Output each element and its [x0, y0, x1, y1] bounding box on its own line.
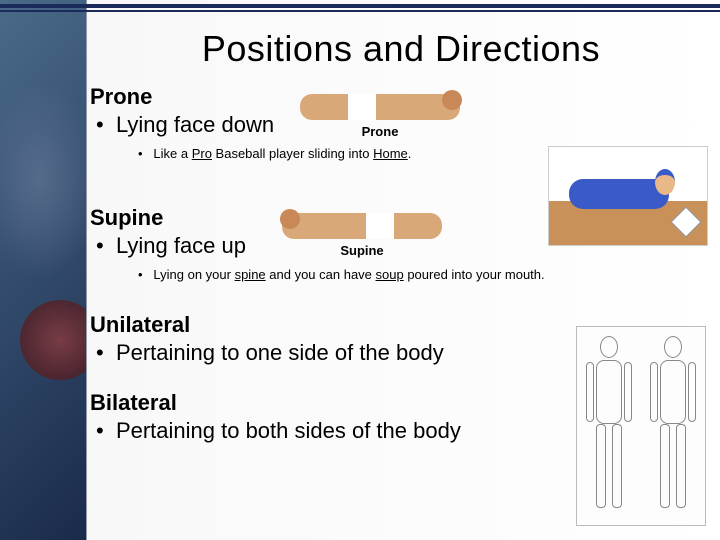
- figure-supine: Supine: [282, 205, 442, 265]
- sidebar-medical-art: [0, 0, 86, 540]
- mnemonic-supine-u2: soup: [376, 267, 404, 282]
- figure-body-outline: [576, 326, 706, 526]
- mnemonic-prone-p3: .: [408, 146, 412, 161]
- mnemonic-supine: • Lying on your spine and you can have s…: [138, 267, 712, 282]
- def-supine-text: Lying face up: [116, 233, 246, 258]
- mnemonic-prone-u2: Home: [373, 146, 408, 161]
- mnemonic-prone-p2: Baseball player sliding into: [212, 146, 373, 161]
- prone-body-icon: [300, 94, 460, 120]
- def-bilateral-text: Pertaining to both sides of the body: [116, 418, 461, 443]
- mnemonic-supine-p1: Lying on your: [153, 267, 234, 282]
- def-prone-text: Lying face down: [116, 112, 274, 137]
- def-unilateral-text: Pertaining to one side of the body: [116, 340, 444, 365]
- slide-content: Positions and Directions Prone • Lying f…: [90, 28, 712, 532]
- mnemonic-supine-p2: and you can have: [266, 267, 376, 282]
- section-supine: Supine • Lying face up • Lying on your s…: [90, 205, 712, 282]
- supine-body-icon: [282, 213, 442, 239]
- figure-prone: Prone: [300, 86, 460, 146]
- mnemonic-prone-p1: Like a: [153, 146, 191, 161]
- figure-supine-label: Supine: [282, 243, 442, 258]
- figure-prone-label: Prone: [300, 124, 460, 139]
- mnemonic-supine-u1: spine: [235, 267, 266, 282]
- body-outline-front: [584, 336, 634, 516]
- mnemonic-prone-u1: Pro: [192, 146, 212, 161]
- body-outline-back: [648, 336, 698, 516]
- mnemonic-supine-p3: poured into your mouth.: [404, 267, 545, 282]
- top-border-rule: [0, 4, 720, 8]
- slide-title: Positions and Directions: [90, 28, 712, 70]
